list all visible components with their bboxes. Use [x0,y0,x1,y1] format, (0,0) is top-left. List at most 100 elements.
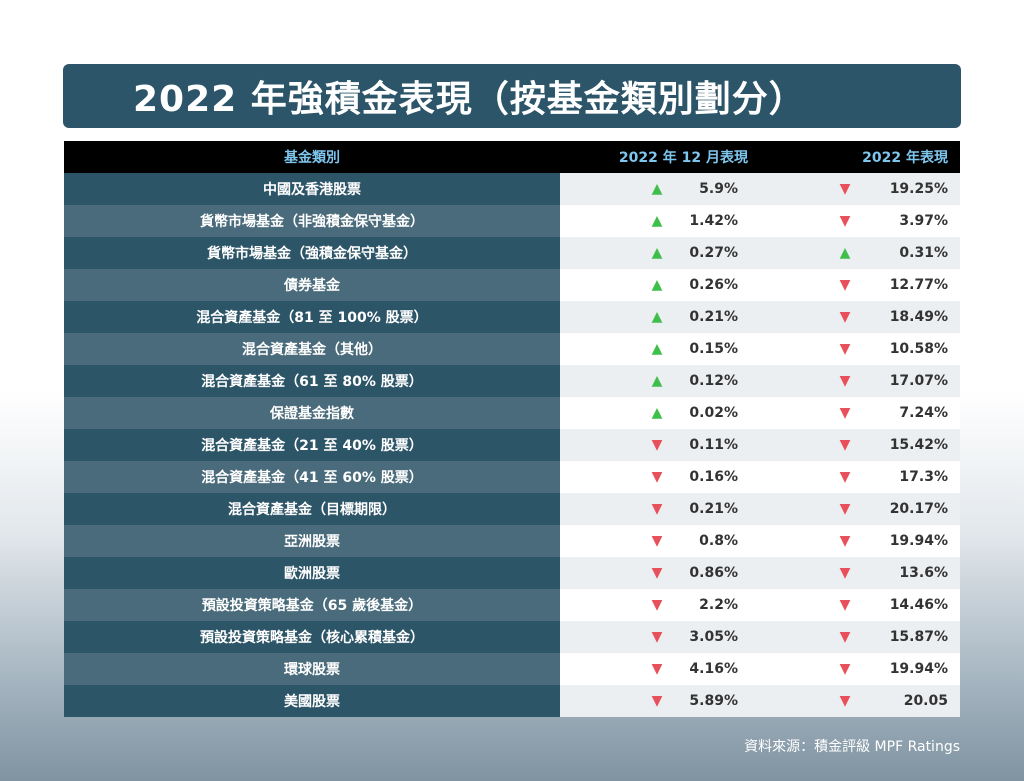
table-row: 混合資產基金（21 至 40% 股票） ▼ 0.11% ▼ 15.42% [64,429,960,461]
triangle-up-icon: ▲ [651,373,663,389]
december-performance: ▼ 2.2% [560,589,750,621]
year-performance-value: 7.24% [899,405,948,421]
triangle-down-icon: ▼ [839,341,851,357]
triangle-down-icon: ▼ [651,469,663,485]
triangle-down-icon: ▼ [651,533,663,549]
december-performance-value: 2.2% [699,597,738,613]
year-performance: ▲ 0.31% [750,237,960,269]
december-performance: ▼ 0.21% [560,493,750,525]
year-performance-value: 20.05 [903,693,948,709]
december-performance: ▲ 0.12% [560,365,750,397]
december-performance: ▼ 0.11% [560,429,750,461]
fund-category: 混合資產基金（81 至 100% 股票） [64,301,560,333]
year-performance-value: 17.07% [889,373,948,389]
year-performance: ▼ 17.07% [750,365,960,397]
december-performance: ▲ 1.42% [560,205,750,237]
table-row: 美國股票 ▼ 5.89% ▼ 20.05 [64,685,960,717]
year-performance-value: 17.3% [899,469,948,485]
triangle-up-icon: ▲ [651,181,663,197]
fund-category: 保證基金指數 [64,397,560,429]
source-note: 資料來源：積金評級 MPF Ratings [744,739,960,755]
table-row: 債券基金 ▲ 0.26% ▼ 12.77% [64,269,960,301]
year-performance-value: 20.17% [889,501,948,517]
triangle-down-icon: ▼ [839,629,851,645]
year-performance: ▼ 19.25% [750,173,960,205]
fund-category: 混合資產基金（61 至 80% 股票） [64,365,560,397]
triangle-down-icon: ▼ [651,693,663,709]
december-performance: ▼ 3.05% [560,621,750,653]
fund-category: 混合資產基金（41 至 60% 股票） [64,461,560,493]
year-performance: ▼ 3.97% [750,205,960,237]
december-performance-value: 0.02% [689,405,738,421]
year-performance: ▼ 18.49% [750,301,960,333]
triangle-down-icon: ▼ [651,437,663,453]
fund-category: 混合資產基金（目標期限） [64,493,560,525]
triangle-down-icon: ▼ [839,181,851,197]
triangle-down-icon: ▼ [651,597,663,613]
triangle-up-icon: ▲ [651,213,663,229]
year-performance-value: 19.94% [889,533,948,549]
fund-category: 美國股票 [64,685,560,717]
triangle-down-icon: ▼ [651,629,663,645]
triangle-up-icon: ▲ [651,245,663,261]
december-performance-value: 1.42% [689,213,738,229]
header-year: 2022 年表現 [862,150,948,166]
page-title: 2022 年強積金表現（按基金類別劃分） [63,64,961,128]
fund-category: 貨幣市場基金（非強積金保守基金） [64,205,560,237]
fund-category: 混合資產基金（其他） [64,333,560,365]
year-performance: ▼ 17.3% [750,461,960,493]
fund-category: 混合資產基金（21 至 40% 股票） [64,429,560,461]
year-performance-value: 0.31% [899,245,948,261]
december-performance: ▲ 0.15% [560,333,750,365]
december-performance-value: 0.11% [689,437,738,453]
table-body: 中國及香港股票 ▲ 5.9% ▼ 19.25% 貨幣市場基金（非強積金保守基金） ▲ 1.42… [64,173,960,717]
year-performance: ▼ 7.24% [750,397,960,429]
year-performance: ▼ 20.17% [750,493,960,525]
year-performance: ▼ 10.58% [750,333,960,365]
december-performance-value: 0.27% [689,245,738,261]
year-performance-value: 19.94% [889,661,948,677]
triangle-down-icon: ▼ [839,661,851,677]
triangle-up-icon: ▲ [651,277,663,293]
december-performance-value: 5.9% [699,181,738,197]
table-row: 混合資產基金（其他） ▲ 0.15% ▼ 10.58% [64,333,960,365]
year-performance-value: 12.77% [889,277,948,293]
header-category: 基金類別 [284,150,340,166]
fund-category: 預設投資策略基金（核心累積基金） [64,621,560,653]
table-row: 貨幣市場基金（強積金保守基金） ▲ 0.27% ▲ 0.31% [64,237,960,269]
december-performance-value: 0.8% [699,533,738,549]
triangle-down-icon: ▼ [839,501,851,517]
year-performance-value: 18.49% [889,309,948,325]
triangle-down-icon: ▼ [839,309,851,325]
table-row: 預設投資策略基金（65 歲後基金） ▼ 2.2% ▼ 14.46% [64,589,960,621]
december-performance: ▼ 0.16% [560,461,750,493]
fund-category: 環球股票 [64,653,560,685]
year-performance: ▼ 19.94% [750,653,960,685]
year-performance: ▼ 19.94% [750,525,960,557]
triangle-up-icon: ▲ [839,245,851,261]
triangle-down-icon: ▼ [839,533,851,549]
triangle-down-icon: ▼ [839,277,851,293]
december-performance: ▲ 0.26% [560,269,750,301]
year-performance: ▼ 20.05 [750,685,960,717]
december-performance-value: 0.86% [689,565,738,581]
header-december: 2022 年 12 月表現 [618,150,748,166]
triangle-down-icon: ▼ [651,661,663,677]
year-performance: ▼ 14.46% [750,589,960,621]
december-performance: ▲ 5.9% [560,173,750,205]
triangle-down-icon: ▼ [839,373,851,389]
table-header: 基金類別 2022 年 12 月表現 2022 年表現 [64,141,960,173]
fund-category: 債券基金 [64,269,560,301]
year-performance: ▼ 15.87% [750,621,960,653]
year-performance-value: 10.58% [889,341,948,357]
december-performance: ▼ 0.86% [560,557,750,589]
year-performance-value: 13.6% [899,565,948,581]
table-row: 保證基金指數 ▲ 0.02% ▼ 7.24% [64,397,960,429]
december-performance-value: 0.21% [689,501,738,517]
triangle-down-icon: ▼ [839,437,851,453]
table-row: 混合資產基金（目標期限） ▼ 0.21% ▼ 20.17% [64,493,960,525]
fund-category: 中國及香港股票 [64,173,560,205]
fund-category: 貨幣市場基金（強積金保守基金） [64,237,560,269]
year-performance-value: 19.25% [889,181,948,197]
fund-category: 亞洲股票 [64,525,560,557]
